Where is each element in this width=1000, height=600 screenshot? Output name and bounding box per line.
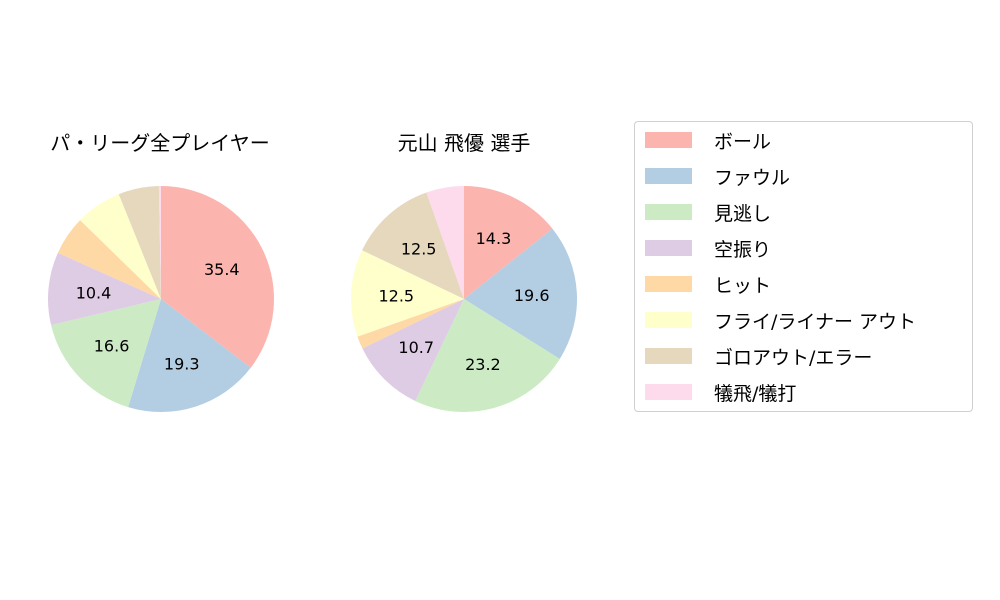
legend-swatch bbox=[645, 132, 692, 148]
legend-item-fly-liner-out: フライ/ライナー アウト bbox=[645, 308, 916, 333]
slice-value-label: 23.2 bbox=[465, 355, 501, 374]
legend-item-called-strike: 見逃し bbox=[645, 200, 771, 225]
legend-swatch bbox=[645, 168, 692, 184]
legend-item-hit: ヒット bbox=[645, 272, 771, 297]
slice-value-label: 16.6 bbox=[94, 336, 130, 355]
slice-value-label: 35.4 bbox=[204, 260, 240, 279]
pie-slice bbox=[158, 186, 161, 299]
pie-slice bbox=[161, 186, 275, 368]
pie-slice bbox=[464, 185, 553, 299]
legend-item-swinging-strike: 空振り bbox=[645, 236, 771, 261]
pie-slice bbox=[426, 186, 464, 299]
pie-slice bbox=[57, 220, 161, 299]
slice-value-label: 14.3 bbox=[476, 229, 512, 248]
legend-item-ball: ボール bbox=[645, 128, 771, 153]
legend-swatch bbox=[645, 348, 692, 364]
slice-value-label: 19.6 bbox=[514, 286, 550, 305]
slice-value-label: 19.3 bbox=[164, 355, 200, 374]
pie-slice bbox=[415, 299, 560, 412]
chart-title-player: 元山 飛優 選手 bbox=[397, 131, 531, 155]
pie-slice bbox=[362, 192, 464, 299]
chart-title-league: パ・リーグ全プレイヤー bbox=[50, 131, 270, 155]
pie-league: 35.4 19.3 16.6 10.4 bbox=[47, 186, 275, 412]
legend: ボール ファウル 見逃し 空振り ヒット フライ/ライナー アウト ゴロアウト/… bbox=[634, 121, 973, 412]
legend-item-sacrifice: 犠飛/犠打 bbox=[645, 380, 796, 405]
slice-value-label: 10.7 bbox=[398, 338, 434, 357]
slice-value-label: 12.5 bbox=[378, 286, 414, 305]
pie-slice bbox=[47, 252, 161, 326]
legend-swatch bbox=[645, 204, 692, 220]
pie-slice bbox=[351, 250, 464, 337]
legend-swatch bbox=[645, 384, 692, 400]
legend-item-foul: ファウル bbox=[645, 164, 790, 189]
pie-player: 14.3 19.6 23.2 10.7 12.5 12.5 bbox=[351, 185, 577, 412]
slice-value-label: 10.4 bbox=[76, 284, 112, 303]
legend-swatch bbox=[645, 312, 692, 328]
pie-slice bbox=[51, 299, 161, 408]
pie-slice bbox=[464, 228, 577, 359]
slice-value-label: 12.5 bbox=[401, 240, 437, 259]
pie-slice bbox=[128, 299, 251, 412]
pie-slice bbox=[362, 299, 464, 401]
pie-slice bbox=[357, 299, 464, 349]
legend-item-ground-out-error: ゴロアウト/エラー bbox=[645, 344, 872, 369]
legend-swatch bbox=[645, 276, 692, 292]
pie-slice bbox=[118, 186, 161, 299]
pie-slice bbox=[80, 194, 161, 299]
legend-swatch bbox=[645, 240, 692, 256]
